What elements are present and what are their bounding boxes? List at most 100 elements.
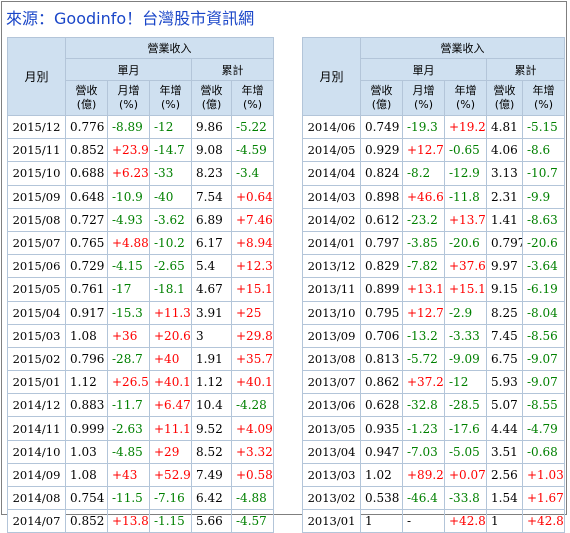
cell-yoy: -33 [149, 161, 192, 186]
cell-cum-yoy: -4.88 [231, 485, 274, 511]
cell-mom: -13.2 [402, 323, 445, 348]
cell-cum-yoy: +15.1 [231, 277, 274, 302]
cell-cum-revenue: 1.41 [486, 207, 523, 232]
cell-yoy: -0.65 [444, 138, 487, 163]
cell-mom: -15.3 [107, 300, 150, 325]
table-row: 2013/10 0.795 +12.7 -2.9 8.25 -8.04 [302, 300, 565, 325]
cell-mom: -32.8 [402, 393, 445, 418]
header-mom: 月增 (%) [402, 80, 445, 116]
cell-cum-yoy: +7.46 [231, 207, 274, 232]
cell-yoy: -14.7 [149, 138, 192, 163]
table-row: 2015/08 0.727 -4.93 -3.62 6.89 +7.46 [7, 207, 274, 232]
cell-mom: -4.93 [107, 207, 150, 232]
cell-revenue: 0.749 [360, 114, 403, 140]
cell-revenue: 0.796 [65, 346, 108, 372]
source-label: 來源：Goodinfo！台灣股市資訊網 [6, 9, 255, 28]
cell-cum-yoy: -4.59 [231, 138, 274, 163]
cell-cum-revenue: 6.89 [191, 207, 232, 232]
table-row: 2013/01 1- +42.8 1 +42.8 [302, 509, 565, 533]
cell-month: 2014/06 [302, 114, 361, 140]
cell-cum-revenue: 8.23 [191, 161, 232, 186]
table-row: 2015/04 0.917 -15.3 +11.3 3.91 +25 [7, 300, 274, 325]
cell-revenue: 0.648 [65, 184, 108, 209]
cell-mom: +43 [107, 462, 150, 488]
cell-revenue: 1.02 [360, 462, 403, 488]
cell-mom: +46.6 [402, 184, 445, 209]
cell-revenue: 1.08 [65, 462, 108, 488]
table-row: 2013/12 0.829 -7.82 +37.6 9.97 -3.64 [302, 254, 565, 279]
cell-revenue: 0.947 [360, 439, 403, 464]
cell-yoy: +19.2 [444, 114, 487, 140]
cell-cum-yoy: +8.94 [231, 230, 274, 256]
header-yoy: 年增 (%) [149, 80, 192, 116]
header-revenue: 營業收入 [65, 37, 274, 59]
cell-yoy: -28.5 [444, 393, 487, 418]
cell-yoy: -20.6 [444, 230, 487, 256]
revenue-table-right: 月別 營業收入 單月 累計 營收 (億) 月增 (%) 年增 (%) 營收 (億) 年增… [302, 37, 565, 533]
cell-revenue: 0.813 [360, 346, 403, 372]
cell-revenue: 0.829 [360, 254, 403, 279]
table-row: 2015/07 0.765 +4.88 -10.2 6.17 +8.94 [7, 230, 274, 256]
cell-cum-revenue: 2.56 [486, 462, 523, 488]
table-row: 2015/06 0.729 -4.15 -2.65 5.4 +12.3 [7, 254, 274, 279]
table-row: 2014/09 1.08 +43 +52.9 7.49 +0.58 [7, 462, 274, 488]
cell-cum-revenue: 1.12 [191, 370, 232, 395]
cell-yoy: -12.9 [444, 161, 487, 186]
cell-mom: +36 [107, 323, 150, 348]
cell-month: 2015/04 [7, 300, 66, 325]
cell-cum-revenue: 7.54 [191, 184, 232, 209]
cell-mom: -23.2 [402, 207, 445, 232]
cell-revenue: 0.761 [65, 277, 108, 302]
cell-cum-yoy: -5.15 [522, 114, 565, 140]
cell-yoy: +20.6 [149, 323, 192, 348]
cell-cum-yoy: -0.68 [522, 439, 565, 464]
cell-cum-yoy: +1.67 [522, 485, 565, 511]
cell-cum-revenue: 1 [486, 509, 523, 533]
cell-cum-yoy: -4.57 [231, 509, 274, 533]
cell-revenue: 0.706 [360, 323, 403, 348]
cell-mom: -28.7 [107, 346, 150, 372]
cell-yoy: +0.07 [444, 462, 487, 488]
cell-revenue: 0.935 [360, 416, 403, 441]
cell-yoy: +29 [149, 439, 192, 464]
cell-mom: -17 [107, 277, 150, 302]
header-cumulative: 累計 [191, 58, 274, 81]
cell-cum-yoy: -8.04 [522, 300, 565, 325]
cell-month: 2013/04 [302, 439, 361, 464]
cell-cum-yoy: +35.7 [231, 346, 274, 372]
cell-month: 2014/05 [302, 138, 361, 163]
cell-month: 2015/08 [7, 207, 66, 232]
cell-cum-yoy: -9.9 [522, 184, 565, 209]
cell-cum-revenue: 0.797 [486, 230, 523, 256]
table-row: 2014/11 0.999 -2.63 +11.1 9.52 +4.09 [7, 416, 274, 441]
cell-cum-revenue: 9.15 [486, 277, 523, 302]
cell-cum-revenue: 8.25 [486, 300, 523, 325]
cell-month: 2014/11 [7, 416, 66, 441]
cell-yoy: -3.62 [149, 207, 192, 232]
header-cumulative: 累計 [486, 58, 565, 81]
cell-mom: - [402, 509, 445, 533]
cell-month: 2013/06 [302, 393, 361, 418]
cell-cum-yoy: +29.8 [231, 323, 274, 348]
cell-yoy: -12 [444, 370, 487, 395]
cell-yoy: +42.8 [444, 509, 487, 533]
cell-revenue: 1 [360, 509, 403, 533]
cell-mom: -3.85 [402, 230, 445, 256]
cell-cum-revenue: 4.44 [486, 416, 523, 441]
cell-cum-yoy: +0.58 [231, 462, 274, 488]
cell-cum-revenue: 5.93 [486, 370, 523, 395]
table-row: 2015/01 1.12 +26.5 +40.1 1.12 +40.1 [7, 370, 274, 395]
table-row: 2015/10 0.688 +6.23 -33 8.23 -3.4 [7, 161, 274, 186]
cell-month: 2014/07 [7, 509, 66, 533]
cell-revenue: 0.795 [360, 300, 403, 325]
cell-yoy: +37.6 [444, 254, 487, 279]
cell-cum-revenue: 1.91 [191, 346, 232, 372]
cell-mom: +12.7 [402, 300, 445, 325]
table-row: 2015/11 0.852 +23.9 -14.7 9.08 -4.59 [7, 138, 274, 163]
cell-revenue: 0.824 [360, 161, 403, 186]
cell-month: 2013/02 [302, 485, 361, 511]
cell-month: 2015/09 [7, 184, 66, 209]
cell-cum-yoy: -6.19 [522, 277, 565, 302]
cell-month: 2013/11 [302, 277, 361, 302]
cell-cum-yoy: +42.8 [522, 509, 565, 533]
